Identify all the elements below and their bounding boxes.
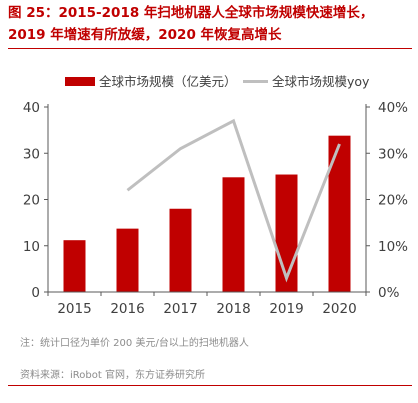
legend-label-bar: 全球市场规模（亿美元） [99, 74, 237, 89]
chart-source: 资料来源：iRobot 官网，东方证券研究所 [20, 370, 205, 381]
source-divider [8, 385, 412, 386]
title-divider [8, 48, 412, 49]
legend-label-line: 全球市场规模yoy [272, 74, 370, 89]
x-tick-label: 2017 [163, 301, 197, 317]
y-left-tick-label: 10 [23, 239, 40, 255]
y-right-tick-label: 0% [378, 285, 400, 301]
y-left-tick-label: 30 [23, 146, 40, 162]
y-right-tick-label: 30% [378, 146, 408, 162]
x-tick-label: 2015 [57, 301, 91, 317]
figure-title-line2: 2019 年增速有所放缓，2020 年恢复高增长 [8, 27, 282, 43]
y-right-tick-label: 10% [378, 239, 408, 255]
y-left-tick-label: 20 [23, 193, 40, 209]
bar-2017 [169, 208, 192, 292]
bar-2015 [63, 240, 86, 292]
bar-2018 [222, 177, 245, 292]
bar-2016 [116, 228, 139, 292]
x-tick-label: 2018 [216, 301, 250, 317]
legend-swatch-bar [65, 77, 95, 86]
y-right-tick-label: 40% [378, 100, 408, 116]
y-right-tick-label: 20% [378, 193, 408, 209]
x-tick-label: 2019 [269, 301, 303, 317]
figure-title: 图 25：2015-2018 年扫地机器人全球市场规模快速增长， 2019 年增… [8, 2, 412, 46]
chart-note: 注：统计口径为单价 200 美元/台以上的扫地机器人 [20, 338, 249, 349]
y-left-tick-label: 0 [31, 285, 40, 301]
x-tick-label: 2016 [110, 301, 144, 317]
bar-2020 [328, 135, 351, 292]
chart-area: 全球市场规模（亿美元） 全球市场规模yoy 0 10 20 30 40 0% 10% 20% 30%… [23, 74, 408, 317]
figure-title-line1: 图 25：2015-2018 年扫地机器人全球市场规模快速增长， [8, 5, 374, 21]
y-left-tick-label: 40 [23, 100, 40, 116]
x-tick-label: 2020 [322, 301, 356, 317]
